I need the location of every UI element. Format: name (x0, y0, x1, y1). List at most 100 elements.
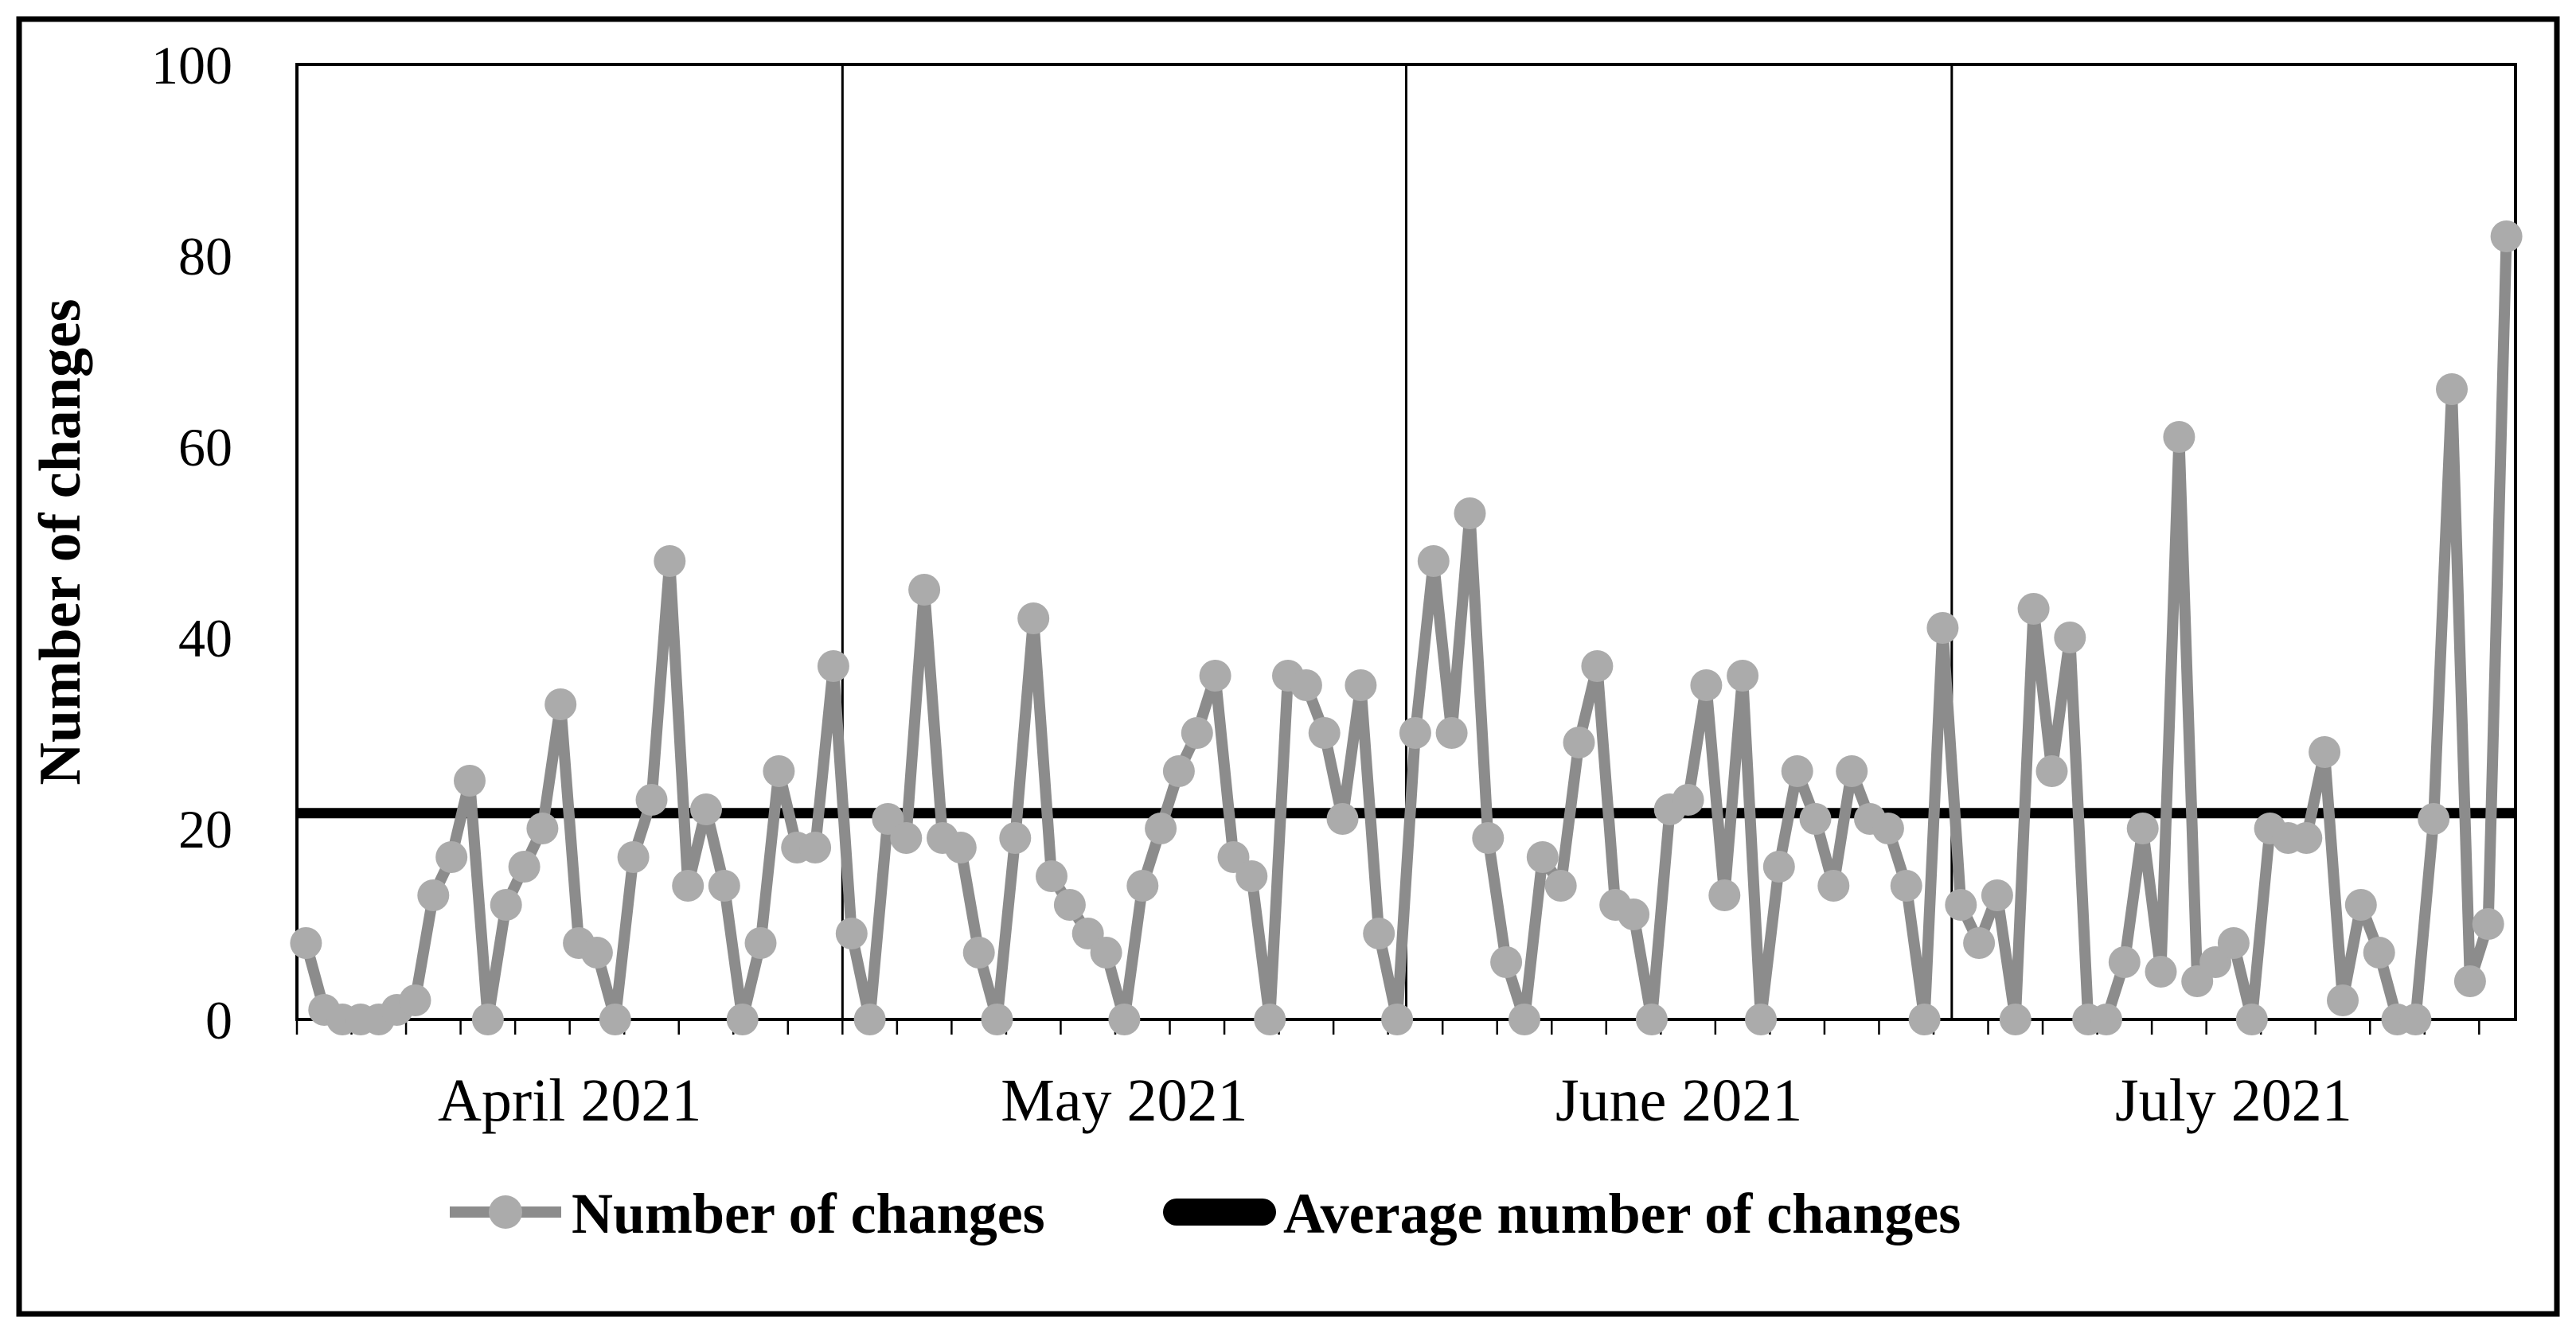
data-point-marker (1618, 898, 1650, 930)
data-point-marker (1454, 497, 1486, 529)
y-tick-label: 80 (178, 226, 232, 286)
data-point-marker (2418, 803, 2450, 835)
data-point-marker (981, 1004, 1013, 1035)
data-point-marker (1326, 803, 1359, 835)
data-point-marker (1363, 918, 1395, 949)
month-label: May 2021 (1001, 1067, 1247, 1134)
data-point-marker (1908, 1004, 1941, 1035)
data-point-marker (490, 889, 522, 921)
y-tick-label: 0 (205, 990, 232, 1050)
data-point-marker (1126, 870, 1159, 902)
data-point-marker (1399, 717, 1431, 749)
data-point-marker (1108, 1004, 1141, 1035)
data-point-marker (1235, 860, 1268, 892)
data-point-marker (1690, 669, 1723, 701)
y-tick-label: 100 (151, 35, 232, 96)
data-point-marker (853, 1004, 886, 1035)
data-point-marker (1290, 669, 1322, 701)
x-axis-month-labels: April 2021 May 2021 June 2021 July 2021 (438, 1067, 2352, 1134)
data-point-marker (2309, 736, 2341, 768)
data-point-marker (1435, 717, 1468, 749)
data-point-marker (1381, 1004, 1414, 1035)
data-point-marker (1090, 937, 1122, 969)
data-point-marker (1799, 803, 1832, 835)
data-point-marker (1926, 612, 1959, 644)
data-point-marker (2344, 889, 2377, 921)
data-point-marker (908, 574, 941, 606)
data-point-marker (817, 650, 849, 682)
data-point-marker (890, 822, 923, 854)
y-tick-label: 20 (178, 799, 232, 860)
data-point-marker (1745, 1004, 1777, 1035)
data-point-marker (1836, 755, 1868, 787)
month-label: April 2021 (438, 1067, 701, 1134)
data-point-marker (744, 927, 777, 959)
data-point-marker (1981, 879, 2013, 911)
data-point-marker (2235, 1004, 2268, 1035)
legend-average-label: Average number of changes (1283, 1182, 1961, 1245)
data-point-marker (435, 841, 468, 873)
data-point-marker (508, 851, 541, 883)
data-point-marker (1472, 822, 1505, 854)
data-point-marker (617, 841, 650, 873)
data-point-marker (599, 1004, 631, 1035)
legend-series-marker-icon (489, 1195, 522, 1229)
data-point-marker (1017, 602, 1050, 634)
data-point-marker (1708, 879, 1741, 911)
y-tick-label: 40 (178, 608, 232, 668)
data-point-marker (1162, 755, 1195, 787)
data-point-marker (1544, 870, 1577, 902)
data-point-marker (726, 1004, 759, 1035)
data-point-marker (2017, 593, 2050, 625)
data-point-marker (1036, 860, 1067, 892)
data-point-marker (290, 927, 322, 959)
data-point-marker (654, 545, 686, 577)
month-label: June 2021 (1555, 1067, 1802, 1134)
month-label: July 2021 (2115, 1067, 2352, 1134)
data-point-marker (2217, 927, 2250, 959)
data-point-marker (2453, 965, 2486, 997)
data-point-marker (1053, 889, 1086, 921)
data-point-marker (2090, 1004, 2122, 1035)
data-point-marker (2436, 373, 2468, 405)
data-point-marker (2108, 946, 2141, 978)
data-point-marker (1781, 755, 1813, 787)
data-point-marker (2126, 813, 2159, 844)
data-point-marker (1635, 1004, 1668, 1035)
data-point-marker (2363, 937, 2395, 969)
data-point-marker (799, 832, 832, 863)
data-point-marker (1254, 1004, 1286, 1035)
data-point-marker (544, 688, 577, 720)
series-markers (290, 220, 2523, 1035)
data-point-marker (1945, 889, 1977, 921)
data-point-marker (417, 879, 450, 911)
data-point-marker (1417, 545, 1450, 577)
data-point-marker (2290, 822, 2323, 854)
data-point-marker (708, 870, 740, 902)
data-point-marker (2399, 1004, 2432, 1035)
data-point-marker (2035, 755, 2068, 787)
data-point-marker (1490, 946, 1523, 978)
data-point-marker (999, 822, 1032, 854)
data-point-marker (1526, 841, 1559, 873)
data-point-marker (2490, 220, 2523, 252)
data-point-marker (690, 793, 722, 825)
data-point-marker (962, 937, 995, 969)
y-tick-label: 60 (178, 417, 232, 477)
data-point-marker (672, 870, 704, 902)
y-axis-tick-labels: 0 20 40 60 80 100 (151, 35, 232, 1050)
data-point-marker (526, 813, 559, 844)
data-point-marker (1345, 669, 1377, 701)
data-point-marker (1308, 717, 1341, 749)
data-point-marker (1817, 870, 1850, 902)
data-point-marker (1890, 870, 1922, 902)
data-point-marker (944, 832, 977, 863)
data-point-marker (2163, 421, 2195, 453)
data-point-marker (1509, 1004, 1540, 1035)
figure-border (16, 16, 2560, 1317)
data-point-marker (1727, 660, 1759, 692)
data-point-marker (1199, 660, 1231, 692)
data-point-marker (1145, 813, 1177, 844)
